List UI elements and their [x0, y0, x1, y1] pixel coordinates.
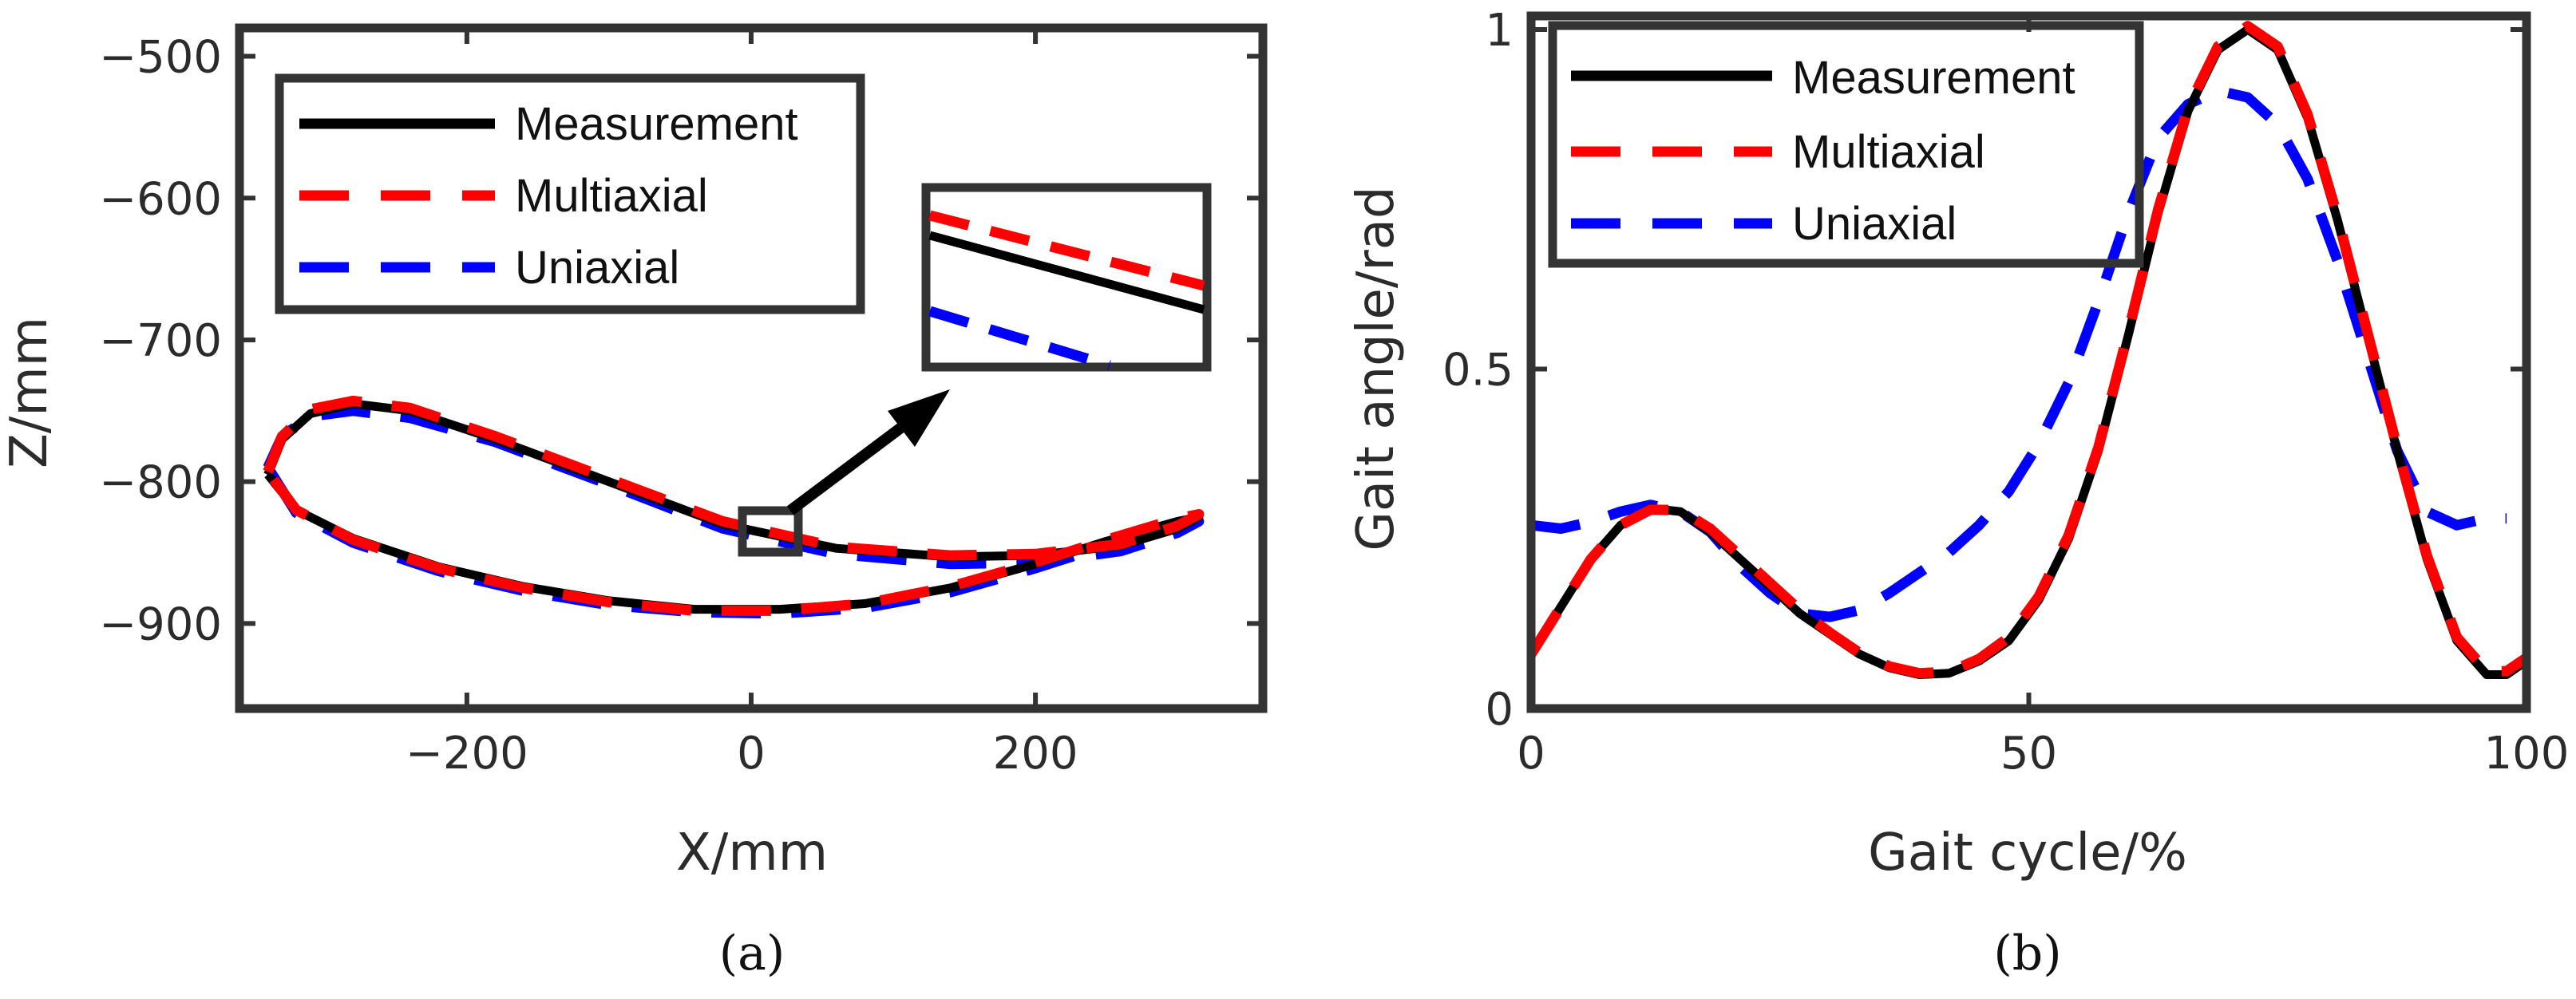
inset-multiaxial-line [928, 210, 1205, 291]
panel-b-xlabel: Gait cycle/% [1868, 823, 2187, 883]
x-tick-label: 0 [737, 728, 766, 780]
legend-box [275, 73, 865, 314]
zoom-arrow-head [888, 389, 950, 447]
panel-a-ylabel: Z/mm [0, 317, 59, 468]
legend-measurement-label: Measurement [515, 98, 798, 150]
inset-measurement-line [928, 231, 1205, 314]
y-tick-label: −900 [99, 598, 222, 650]
panel-a-caption: (a) [719, 926, 785, 981]
zoom-arrow-shaft [786, 410, 922, 515]
x-tick-label: 0 [1517, 728, 1545, 780]
legend-box [1548, 21, 2144, 268]
y-tick-label: 0 [1485, 684, 1514, 736]
panel-b-legend: Measurement Multiaxial Uniaxial [1548, 21, 2144, 268]
panel-b-ticks: 0 50 100 0 0.5 1 [1442, 5, 2570, 780]
legend-multiaxial-label: Multiaxial [1792, 126, 1985, 178]
series-line-multiaxial [263, 395, 1205, 616]
y-tick-label: −600 [99, 173, 222, 225]
panel-b-ylabel: Gait angle/rad [1347, 186, 1406, 551]
x-tick-label: 200 [993, 728, 1078, 780]
y-tick-label: −700 [99, 315, 222, 367]
y-tick-label: −500 [99, 32, 222, 84]
panel-a-ticks: −200 0 200 −500 −600 −700 −800 −900 [99, 28, 1263, 780]
legend-uniaxial-label: Uniaxial [515, 242, 679, 294]
inset-box [921, 183, 1212, 372]
y-tick-label: 1 [1485, 5, 1514, 57]
legend-uniaxial-label: Uniaxial [1792, 198, 1957, 250]
panel-a-series [263, 395, 1205, 619]
y-tick-label: −800 [99, 457, 222, 509]
series-line-measurement [263, 399, 1204, 614]
zoom-inset [738, 183, 1212, 557]
panel-a-xlabel: X/mm [676, 823, 828, 883]
panel-b-series [1526, 21, 2530, 679]
legend-multiaxial-label: Multiaxial [515, 170, 708, 222]
series-line-multiaxial [1526, 21, 2530, 679]
panel-b-caption: (b) [1993, 926, 2061, 981]
inset-uniaxial-line [928, 306, 1111, 371]
legend-measurement-label: Measurement [1792, 52, 2075, 104]
panel-a: −200 0 200 −500 −600 −700 −800 −900 X/mm Z/mm M… [0, 23, 1268, 981]
x-tick-label: 100 [2484, 728, 2570, 780]
y-tick-label: 0.5 [1442, 345, 1514, 397]
x-tick-label: −200 [406, 728, 528, 780]
zoom-marker-box [738, 506, 803, 557]
series-line-uniaxial [263, 405, 1205, 619]
series-line-uniaxial [1530, 85, 2507, 622]
x-tick-label: 50 [2000, 728, 2057, 780]
panel-a-legend: Measurement Multiaxial Uniaxial [275, 73, 865, 314]
